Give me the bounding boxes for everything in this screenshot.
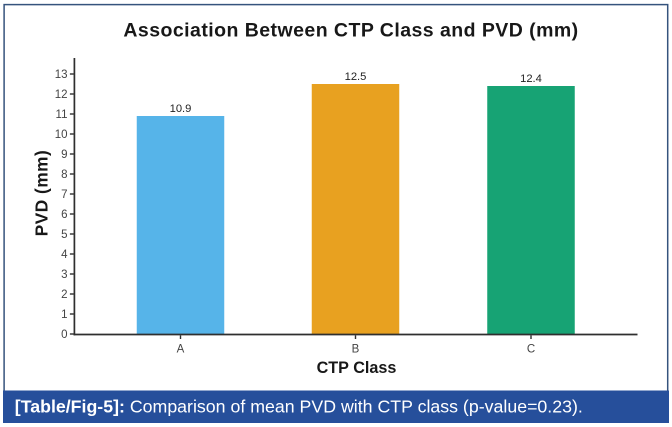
- svg-text:A: A: [177, 344, 185, 356]
- svg-text:7: 7: [61, 189, 67, 201]
- svg-text:PVD (mm): PVD (mm): [32, 150, 52, 237]
- svg-text:12.5: 12.5: [345, 71, 367, 83]
- svg-text:10: 10: [55, 129, 68, 141]
- svg-text:13: 13: [55, 69, 68, 81]
- svg-text:B: B: [352, 344, 360, 356]
- svg-text:1: 1: [61, 309, 67, 321]
- svg-text:10.9: 10.9: [170, 103, 192, 115]
- svg-text:2: 2: [61, 289, 67, 301]
- svg-text:3: 3: [61, 269, 67, 281]
- svg-text:9: 9: [61, 149, 67, 161]
- svg-text:4: 4: [61, 249, 68, 261]
- svg-text:[Table/Fig-5]: Comparison of m: [Table/Fig-5]: Comparison of mean PVD wi…: [15, 397, 583, 417]
- svg-text:C: C: [527, 344, 535, 356]
- svg-text:Association Between CTP Class: Association Between CTP Class and PVD (m…: [123, 20, 578, 42]
- svg-text:CTP Class: CTP Class: [317, 359, 397, 377]
- svg-text:8: 8: [61, 169, 67, 181]
- svg-text:6: 6: [61, 209, 67, 221]
- svg-text:5: 5: [61, 229, 67, 241]
- svg-text:12.4: 12.4: [520, 73, 542, 85]
- svg-text:12: 12: [55, 89, 68, 101]
- svg-text:0: 0: [61, 329, 67, 341]
- svg-text:11: 11: [56, 109, 68, 121]
